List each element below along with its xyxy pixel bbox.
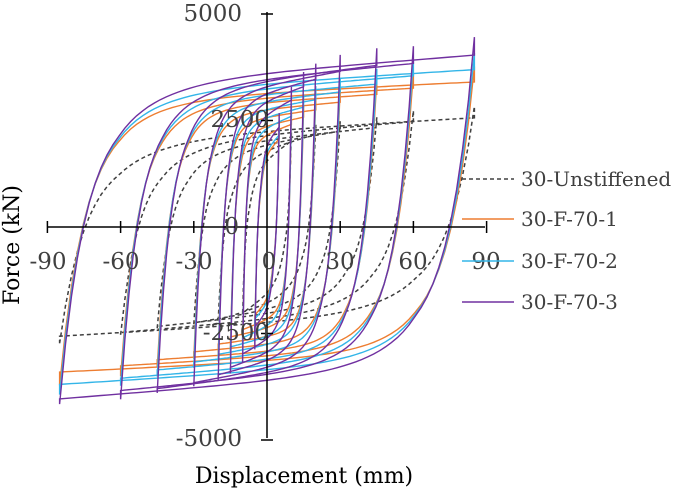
x-tick-label: -60 (102, 249, 139, 275)
y-tick-label: -2500 (203, 320, 269, 346)
x-tick-label: -30 (175, 249, 212, 275)
x-tick-label: 90 (471, 249, 500, 275)
y-tick-label: 5000 (183, 1, 242, 27)
series-30-f-70-3 (58, 37, 476, 405)
hysteresis-loop (254, 113, 280, 350)
x-tick-label: 30 (325, 249, 354, 275)
legend: 30-Unstiffened 30-F-70-1 30-F-70-2 30-F-… (462, 167, 671, 314)
hysteresis-loop (217, 63, 317, 380)
hysteresis-loop (156, 117, 378, 329)
hysteresis-loop (58, 37, 476, 405)
axis-ticks (46, 13, 488, 441)
x-tick-label: 0 (262, 249, 277, 275)
legend-label: 30-F-70-3 (521, 290, 618, 314)
x-axis-title: Displacement (mm) (195, 464, 413, 489)
hysteresis-loop (58, 106, 476, 344)
plot-curves (58, 37, 476, 405)
legend-label: 30-Unstiffened (521, 167, 671, 191)
x-tick-label: 60 (398, 249, 427, 275)
hysteresis-loop (193, 54, 341, 387)
hysteresis-loop (119, 110, 415, 335)
hysteresis-loop (217, 124, 317, 321)
hysteresis-loop (156, 68, 378, 377)
y-tick-label: 2500 (210, 107, 269, 133)
hysteresis-loop (193, 77, 341, 368)
hysteresis-loop (241, 86, 293, 363)
hysteresis-loop (119, 46, 415, 400)
x-tick-label: -90 (29, 249, 66, 275)
legend-label: 30-F-70-2 (521, 249, 618, 273)
y-axis-title: Force (kN) (0, 185, 25, 305)
hysteresis-loop (229, 71, 305, 374)
y-tick-label: -5000 (176, 426, 242, 452)
y-tick-label: 0 (224, 214, 239, 240)
legend-label: 30-F-70-1 (521, 207, 618, 231)
